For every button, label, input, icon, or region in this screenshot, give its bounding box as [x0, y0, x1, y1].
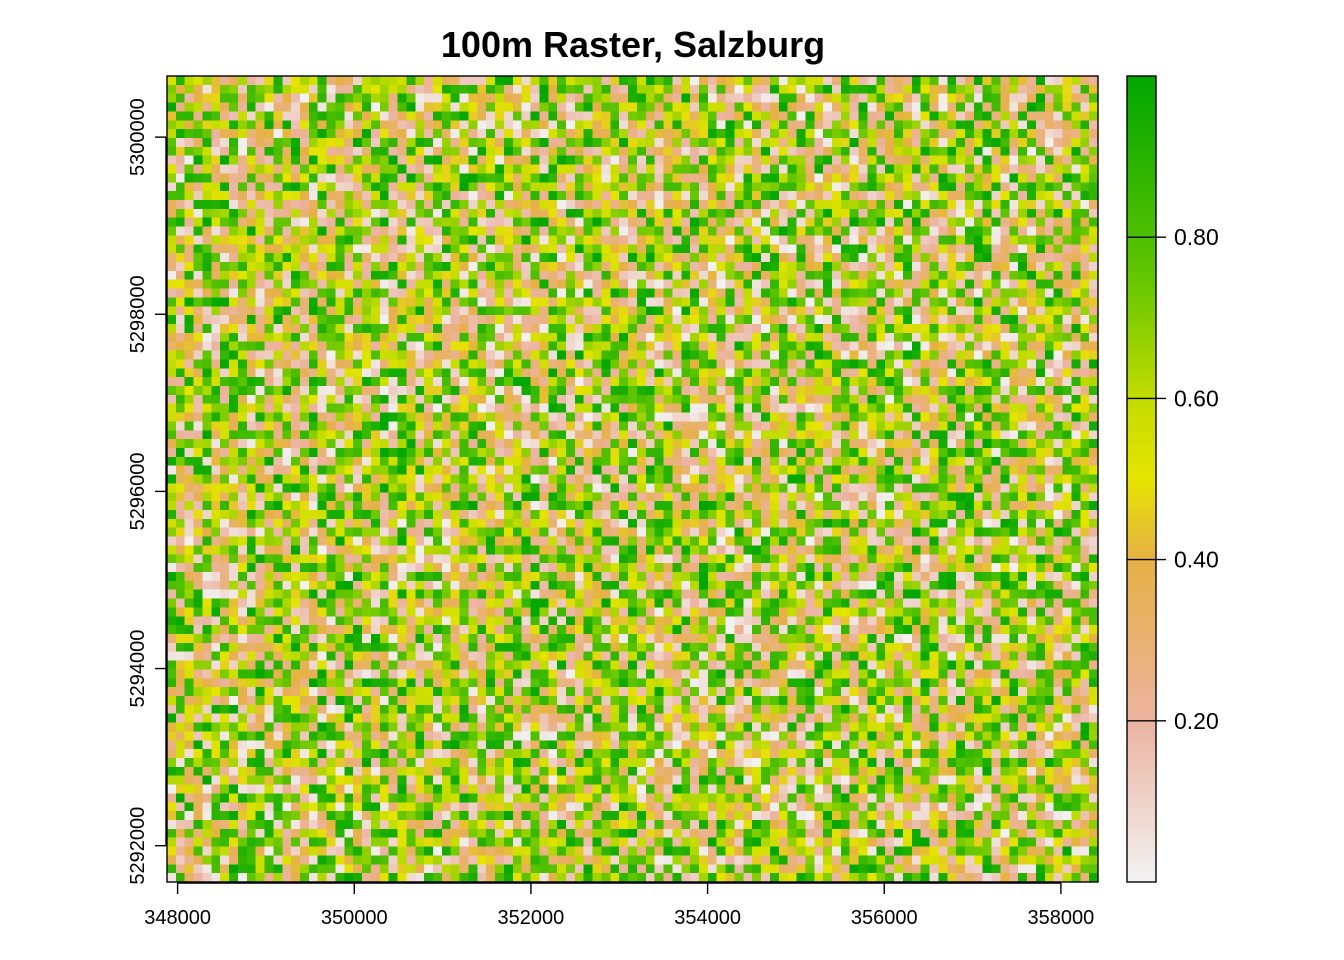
x-tick-label: 356000 — [851, 907, 918, 929]
legend-tick-label: 0.80 — [1174, 224, 1219, 250]
x-tick-label: 354000 — [674, 907, 741, 929]
y-tick-label: 5296000 — [127, 452, 149, 530]
x-tick-label: 350000 — [321, 907, 388, 929]
y-axis: 5292000 5294000 5296000 5298000 5300000 — [127, 98, 167, 885]
y-tick-label: 5294000 — [127, 630, 149, 708]
legend-ticks: 0.20 0.40 0.60 0.80 — [1127, 224, 1219, 734]
color-legend: 0.20 0.40 0.60 0.80 — [1126, 75, 1219, 883]
x-axis: 348000 350000 352000 354000 356000 358000 — [144, 882, 1095, 929]
x-tick-label: 352000 — [498, 907, 565, 929]
plot-frame — [166, 75, 1099, 883]
chart-title: 100m Raster, Salzburg — [441, 24, 825, 65]
x-tick-label: 358000 — [1028, 907, 1095, 929]
legend-tick-label: 0.40 — [1174, 547, 1219, 573]
raster-cells — [167, 76, 1098, 882]
raster-image — [167, 76, 1098, 882]
y-tick-label: 5300000 — [127, 98, 149, 176]
legend-color-bar — [1127, 76, 1156, 882]
y-tick-label: 5298000 — [127, 275, 149, 353]
legend-frame — [1126, 75, 1157, 883]
x-tick-label: 348000 — [144, 907, 211, 929]
y-tick-label: 5292000 — [127, 807, 149, 885]
legend-tick-label: 0.60 — [1174, 385, 1219, 411]
legend-tick-label: 0.20 — [1174, 708, 1219, 734]
